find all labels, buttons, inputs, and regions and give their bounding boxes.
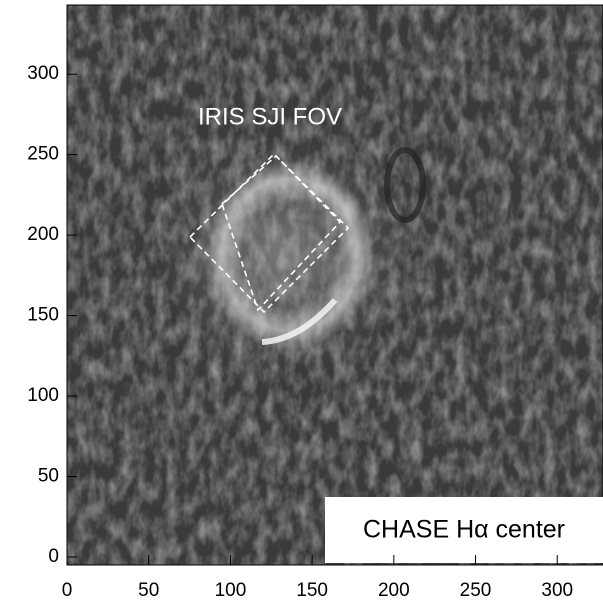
solar-image (67, 5, 603, 565)
chart: IRIS SJI FOV CHASE Hα center 0 50 100 150 20… (0, 0, 603, 603)
x-tick-label: 0 (62, 580, 73, 601)
y-tick-label: 50 (38, 466, 59, 487)
y-tick-label: 250 (27, 144, 59, 165)
y-tick-label: 200 (27, 224, 59, 245)
annotation: IRIS SJI FOV (198, 103, 342, 130)
x-tick-label: 150 (296, 580, 328, 601)
annotation: CHASE Hα center (363, 516, 565, 544)
y-tick-label: 100 (27, 385, 59, 406)
x-tick-label: 200 (378, 580, 410, 601)
x-tick-label: 300 (541, 580, 573, 601)
y-tick-label: 300 (27, 63, 59, 84)
y-tick-label: 0 (48, 546, 59, 567)
x-tick-label: 50 (138, 580, 159, 601)
x-tick-label: 100 (215, 580, 247, 601)
y-tick-label: 150 (27, 305, 59, 326)
x-tick-label: 250 (460, 580, 492, 601)
